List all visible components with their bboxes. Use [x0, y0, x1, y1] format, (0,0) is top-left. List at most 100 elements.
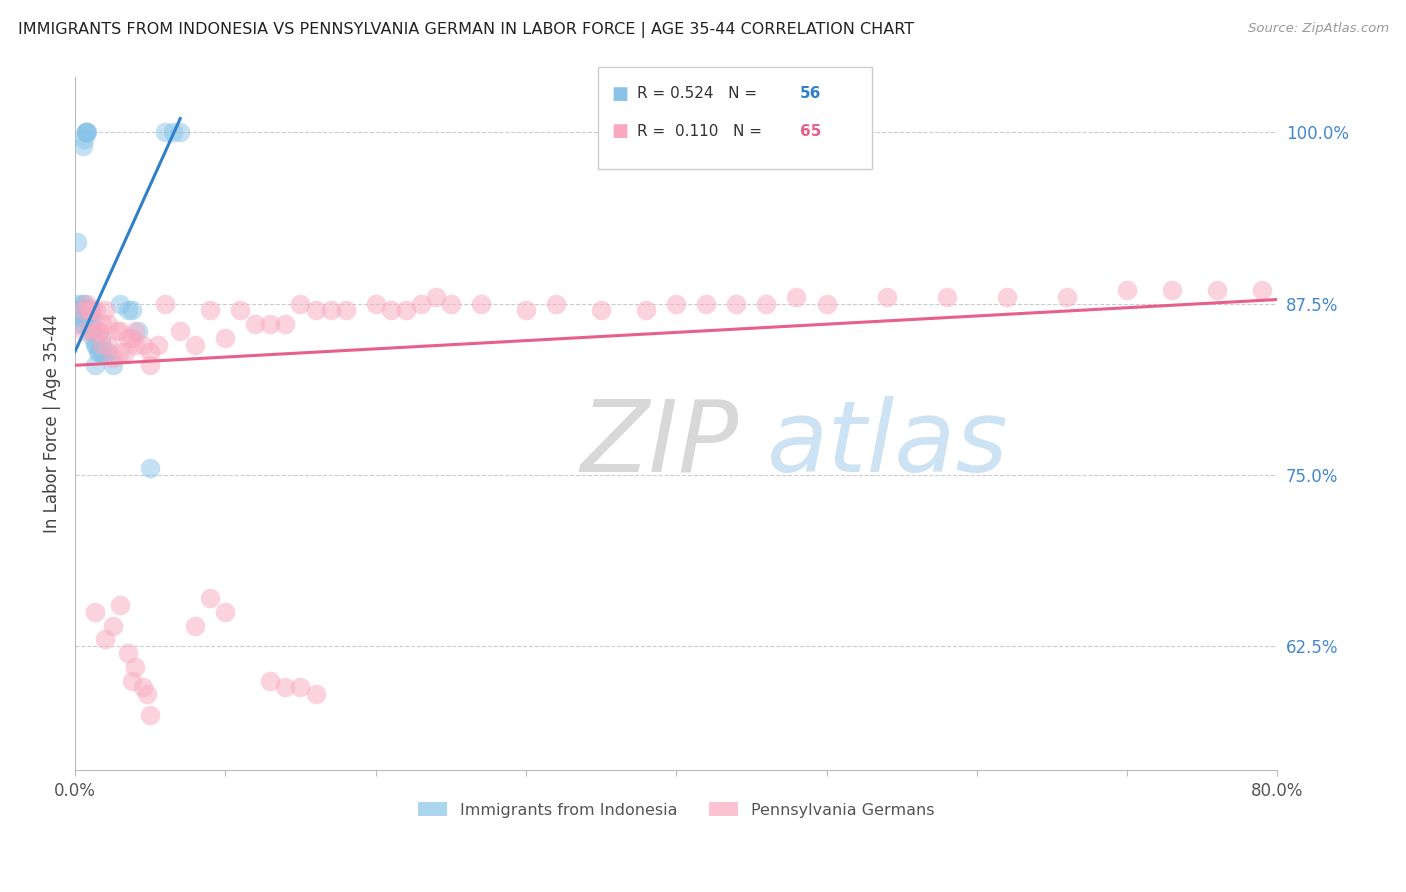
Point	[114, 344, 136, 359]
Point	[380, 303, 402, 318]
Point	[90, 331, 112, 345]
Point	[162, 125, 184, 139]
Point	[70, 303, 93, 318]
Point	[76, 296, 98, 310]
Point	[84, 303, 107, 318]
Point	[83, 605, 105, 619]
Point	[335, 303, 357, 318]
Point	[136, 687, 159, 701]
Point	[82, 331, 104, 345]
Point	[66, 296, 89, 310]
Text: ■: ■	[612, 122, 628, 140]
Point	[73, 303, 96, 318]
Point	[82, 324, 104, 338]
Point	[1206, 283, 1229, 297]
Point	[184, 337, 207, 351]
Point	[75, 303, 97, 318]
Point	[76, 303, 98, 318]
Point	[69, 303, 91, 318]
Point	[515, 303, 537, 318]
Text: 65: 65	[800, 124, 821, 138]
Point	[1116, 283, 1139, 297]
Point	[94, 344, 117, 359]
Point	[695, 296, 717, 310]
Point	[304, 687, 326, 701]
Point	[73, 303, 96, 318]
Point	[70, 303, 93, 318]
Point	[259, 317, 281, 331]
Point	[72, 303, 94, 318]
Point	[97, 344, 120, 359]
Point	[94, 632, 117, 647]
Point	[153, 125, 176, 139]
Point	[72, 303, 94, 318]
Point	[101, 618, 124, 632]
Point	[636, 303, 658, 318]
Point	[139, 344, 162, 359]
Point	[139, 461, 162, 475]
Point	[121, 331, 143, 345]
Point	[79, 303, 101, 318]
Point	[77, 303, 100, 318]
Point	[139, 359, 162, 373]
Point	[169, 324, 191, 338]
Point	[72, 303, 94, 318]
Point	[105, 324, 128, 338]
Point	[245, 317, 267, 331]
Point	[544, 296, 567, 310]
Point	[73, 310, 96, 325]
Point	[124, 324, 146, 338]
Point	[470, 296, 492, 310]
Point	[290, 681, 312, 695]
Point	[117, 303, 139, 318]
Point	[131, 681, 153, 695]
Point	[69, 303, 91, 318]
Point	[73, 324, 96, 338]
Point	[76, 303, 98, 318]
Point	[75, 125, 97, 139]
Point	[127, 324, 149, 338]
Point	[815, 296, 838, 310]
Text: 56: 56	[800, 87, 821, 101]
Point	[70, 310, 93, 325]
Point	[124, 660, 146, 674]
Point	[76, 303, 98, 318]
Point	[364, 296, 387, 310]
Point	[131, 337, 153, 351]
Text: R = 0.524   N =: R = 0.524 N =	[637, 87, 762, 101]
Point	[82, 324, 104, 338]
Text: Source: ZipAtlas.com: Source: ZipAtlas.com	[1249, 22, 1389, 36]
Point	[117, 331, 139, 345]
Point	[83, 359, 105, 373]
Point	[97, 317, 120, 331]
Point	[1056, 290, 1078, 304]
Point	[124, 337, 146, 351]
Point	[995, 290, 1018, 304]
Point	[65, 303, 87, 318]
Point	[91, 317, 114, 331]
Point	[274, 681, 297, 695]
Point	[72, 303, 94, 318]
Point	[229, 303, 252, 318]
Point	[169, 125, 191, 139]
Point	[117, 646, 139, 660]
Point	[1251, 283, 1274, 297]
Point	[146, 337, 169, 351]
Point	[83, 337, 105, 351]
Point	[80, 317, 103, 331]
Point	[121, 303, 143, 318]
Point	[72, 317, 94, 331]
Text: ZIP: ZIP	[581, 396, 738, 492]
Point	[87, 344, 110, 359]
Point	[214, 331, 236, 345]
Point	[73, 132, 96, 146]
Point	[91, 337, 114, 351]
Point	[94, 303, 117, 318]
Point	[409, 296, 432, 310]
Point	[935, 290, 957, 304]
Point	[72, 310, 94, 325]
Point	[876, 290, 898, 304]
Point	[79, 310, 101, 325]
Point	[75, 125, 97, 139]
Point	[87, 324, 110, 338]
